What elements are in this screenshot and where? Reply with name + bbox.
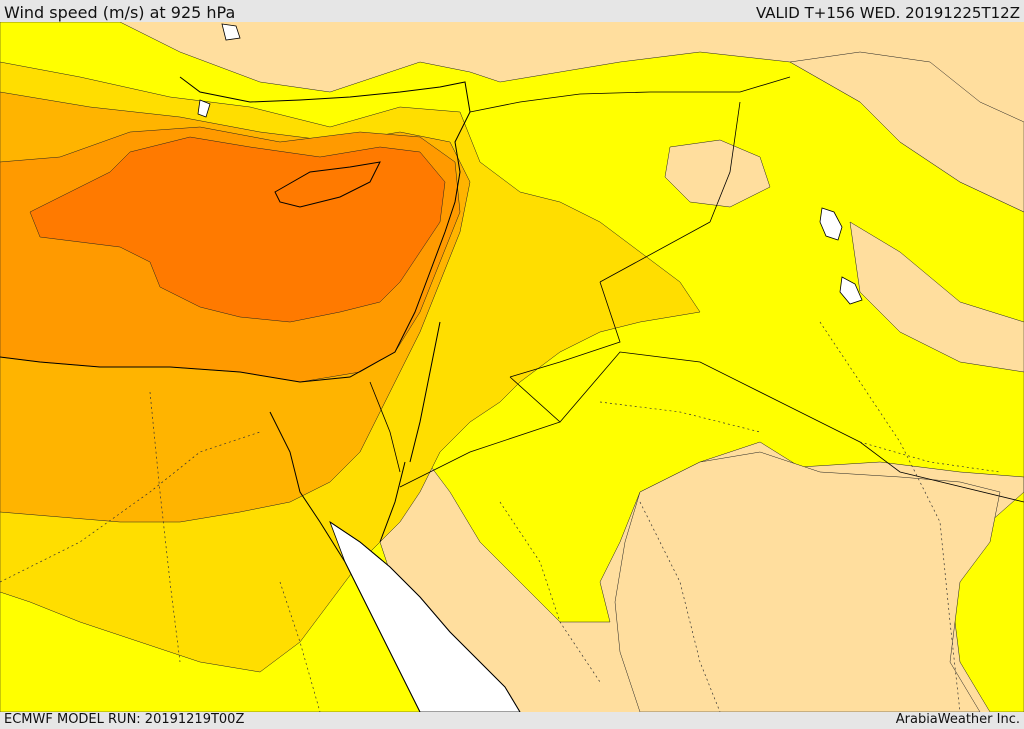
coastline-sinai-gulf: [379, 321, 441, 543]
map-canvas: [0, 22, 1024, 712]
coastline-cyprus: [274, 161, 381, 208]
band-0-island-south: [614, 451, 1001, 712]
band-0-island-east: [664, 139, 771, 208]
lake-1: [197, 99, 211, 118]
valid-time-label: VALID T+156 WED. 20191225T12Z: [755, 4, 1020, 22]
gulf-water-1: [819, 207, 843, 241]
lake-2: [221, 23, 241, 41]
gulf-water-2: [839, 276, 863, 305]
coastline-mediterranean: [0, 76, 471, 383]
header-bar: Wind speed (m/s) at 925 hPa VALID T+156 …: [0, 0, 1024, 22]
band-0-northeast: [849, 221, 1024, 373]
border-lines: [369, 76, 1024, 503]
coastline-red-sea: [269, 411, 521, 712]
wind-speed-map[interactable]: [0, 22, 1024, 712]
brand-label: ArabiaWeather Inc.: [895, 712, 1020, 727]
map-title: Wind speed (m/s) at 925 hPa: [4, 3, 236, 22]
model-run-label: ECMWF MODEL RUN: 20191219T00Z: [4, 712, 245, 727]
internal-boundaries: [0, 321, 1001, 712]
band-0-east-strip: [789, 51, 1024, 213]
footer-bar: ECMWF MODEL RUN: 20191219T00Z ArabiaWeat…: [0, 712, 1024, 729]
band-5-region: [29, 136, 446, 323]
